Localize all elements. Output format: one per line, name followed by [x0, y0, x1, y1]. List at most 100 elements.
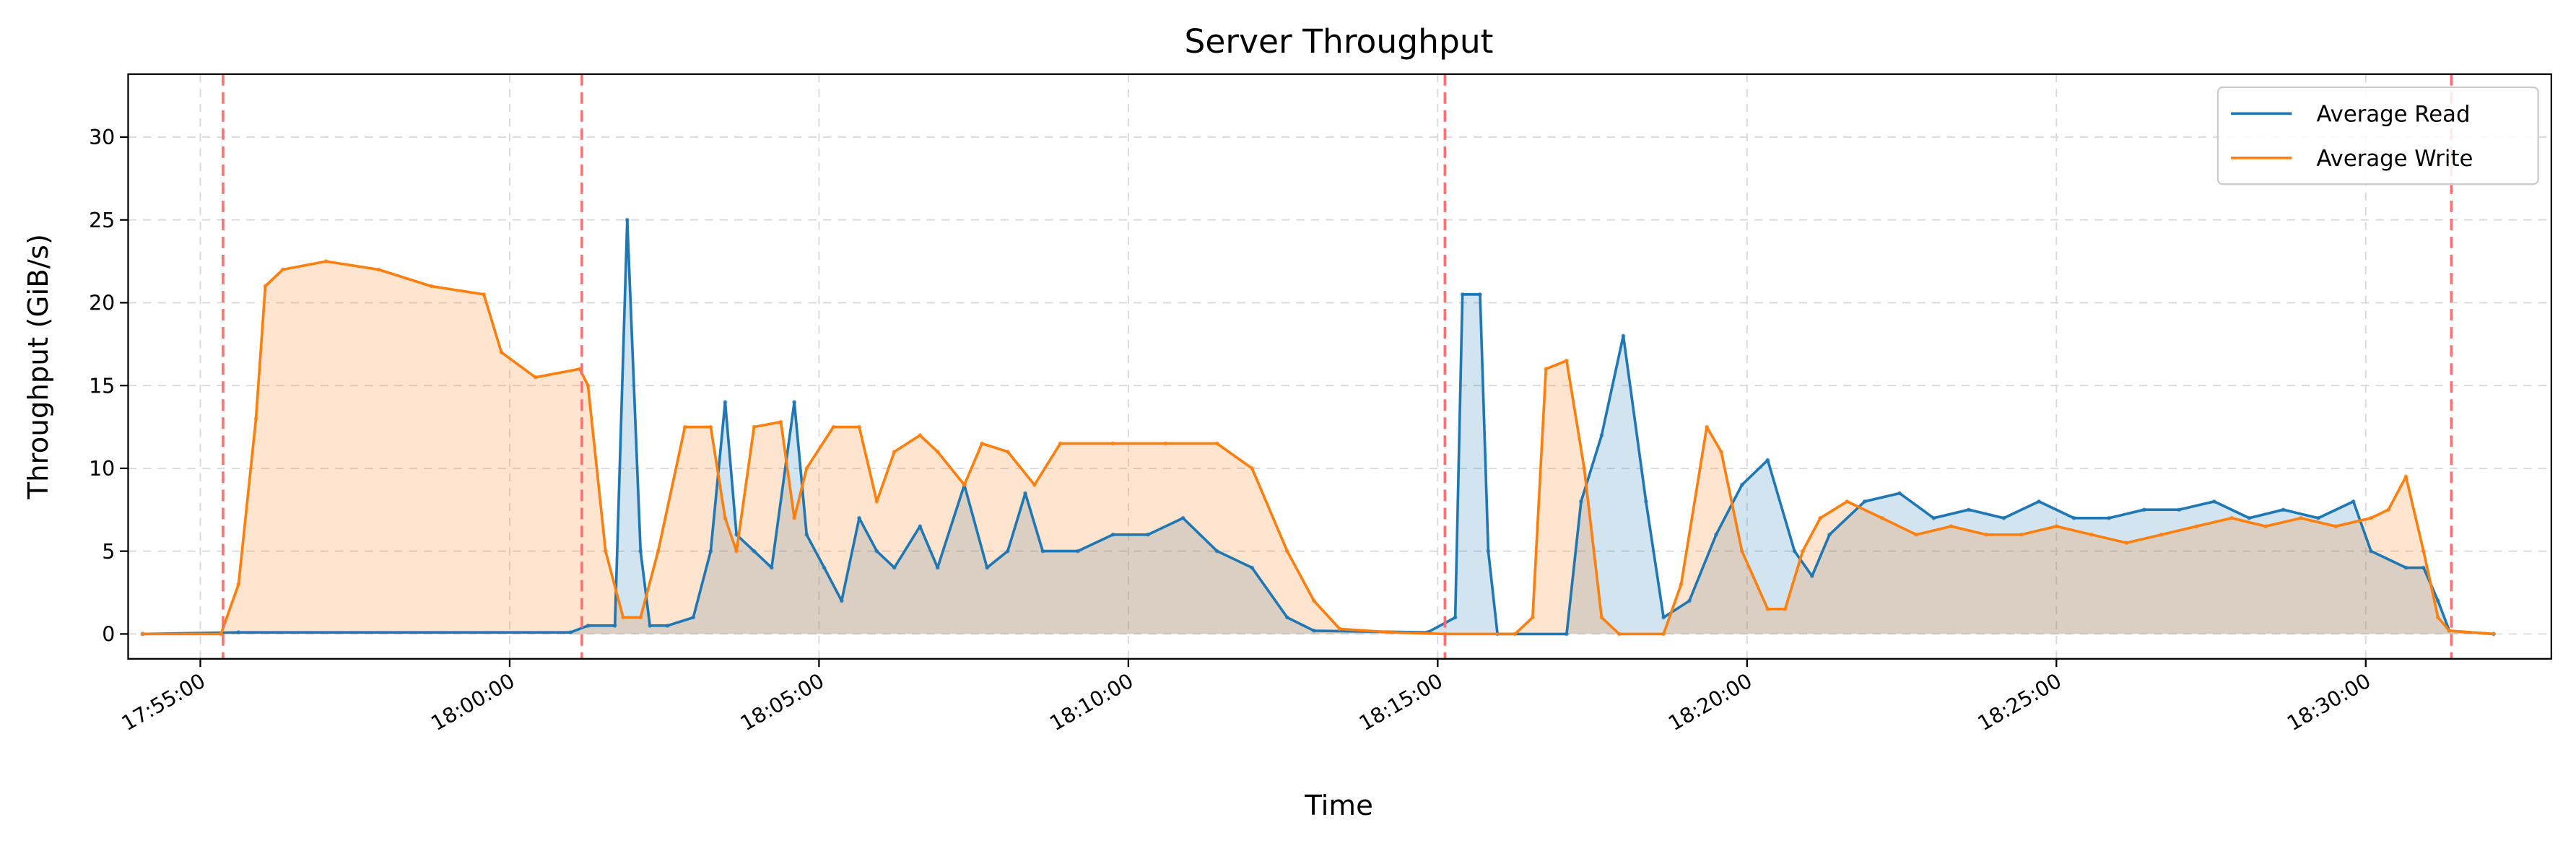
data-point-write — [2124, 541, 2129, 546]
data-point-read — [2037, 499, 2041, 504]
data-point-read — [918, 524, 923, 529]
data-point-write — [2421, 549, 2426, 554]
data-point-read — [892, 565, 897, 570]
data-point-write — [323, 259, 328, 264]
data-point-read — [625, 217, 630, 222]
data-point-write — [2403, 474, 2409, 479]
data-point-write — [2054, 524, 2059, 529]
data-point-read — [723, 400, 728, 405]
data-point-write — [1879, 515, 1884, 520]
data-point-read — [1792, 549, 1797, 554]
data-point-write — [482, 292, 487, 297]
data-point-write — [1582, 466, 1587, 471]
data-point-write — [376, 267, 381, 272]
data-point-read — [1214, 549, 1219, 554]
plot-frame — [127, 73, 2553, 660]
data-point-read — [2247, 515, 2252, 520]
data-point-read — [839, 598, 844, 603]
data-point-read — [2351, 499, 2356, 504]
y-tick-label: 10 — [89, 457, 115, 481]
data-point-read — [822, 565, 827, 570]
series-lines — [140, 217, 2496, 637]
data-point-read — [1578, 499, 1583, 504]
data-point-write — [280, 267, 285, 272]
data-point-read — [1146, 532, 1150, 537]
data-point-read — [1180, 515, 1185, 520]
data-point-write — [1783, 607, 1788, 611]
data-point-read — [1931, 515, 1936, 520]
data-point-write — [1564, 358, 1569, 363]
data-point-read — [1460, 292, 1465, 297]
data-point-read — [236, 630, 241, 635]
data-point-read — [1966, 507, 1971, 512]
series-line-write — [142, 260, 2494, 636]
data-point-write — [980, 441, 985, 446]
data-point-write — [533, 375, 538, 380]
data-point-read — [2001, 515, 2006, 520]
data-point-write — [1250, 466, 1255, 471]
data-point-read — [2177, 507, 2182, 512]
data-point-write — [1337, 626, 1342, 632]
data-point-write — [499, 350, 504, 355]
data-point-read — [1897, 491, 1902, 496]
data-point-read — [874, 549, 879, 554]
data-point-read — [1023, 491, 1028, 496]
data-point-read — [2435, 598, 2440, 603]
data-point-read — [1862, 499, 1867, 504]
y-tick-label: 15 — [89, 374, 115, 398]
series-fills — [142, 219, 2494, 634]
data-point-write — [253, 416, 258, 422]
data-point-write — [935, 449, 940, 454]
data-point-read — [2368, 549, 2373, 554]
x-tick-label: 17:55:00 — [118, 669, 209, 735]
data-point-read — [935, 565, 940, 570]
data-point-read — [1477, 292, 1482, 297]
x-axis-ticks: 17:55:00 18:00:00 18:05:00 18:10:00 18:15:00… — [118, 658, 2375, 735]
area-fill-write — [142, 261, 2494, 634]
data-point-write — [1544, 367, 1549, 372]
y-tick-label: 20 — [89, 292, 115, 315]
data-point-read — [1486, 549, 1491, 554]
data-point-write — [2333, 524, 2338, 529]
data-point-read — [1643, 499, 1648, 504]
grid — [128, 74, 2551, 659]
data-point-write — [1058, 441, 1063, 446]
data-point-read — [1284, 615, 1289, 620]
x-tick-label: 18:25:00 — [1974, 669, 2066, 735]
data-point-read — [1453, 615, 1458, 620]
data-point-read — [1250, 565, 1255, 570]
data-point-write — [1739, 549, 1744, 554]
data-point-write — [857, 424, 862, 429]
legend: Average Read Average Write — [2216, 86, 2539, 185]
data-point-write — [682, 424, 687, 429]
data-point-write — [2229, 515, 2235, 520]
y-tick-label: 30 — [89, 126, 115, 149]
data-point-write — [429, 284, 434, 289]
data-point-read — [1075, 549, 1080, 554]
data-point-read — [1714, 532, 1718, 537]
data-point-write — [2019, 532, 2024, 537]
data-point-read — [586, 623, 591, 628]
data-point-read — [2316, 515, 2321, 520]
data-point-write — [1845, 499, 1850, 504]
data-point-write — [2435, 615, 2440, 620]
data-point-read — [1599, 433, 1604, 437]
y-tick-label: 0 — [102, 623, 115, 647]
data-point-write — [603, 549, 608, 554]
data-point-write — [1616, 632, 1622, 637]
data-point-write — [2298, 515, 2303, 520]
legend-box — [2216, 86, 2539, 185]
data-point-write — [892, 449, 897, 454]
data-point-write — [1661, 632, 1666, 637]
data-point-read — [612, 623, 617, 628]
data-point-write — [1719, 449, 1724, 454]
chart-title: Server Throughput — [1185, 22, 1494, 61]
legend-label-write: Average Write — [2316, 146, 2473, 172]
data-point-write — [962, 482, 967, 487]
data-point-read — [792, 400, 797, 405]
y-tick-label: 5 — [102, 540, 115, 564]
data-point-write — [2194, 524, 2199, 529]
data-point-write — [1818, 515, 1823, 520]
data-point-read — [2071, 515, 2076, 520]
data-point-read — [691, 615, 696, 620]
